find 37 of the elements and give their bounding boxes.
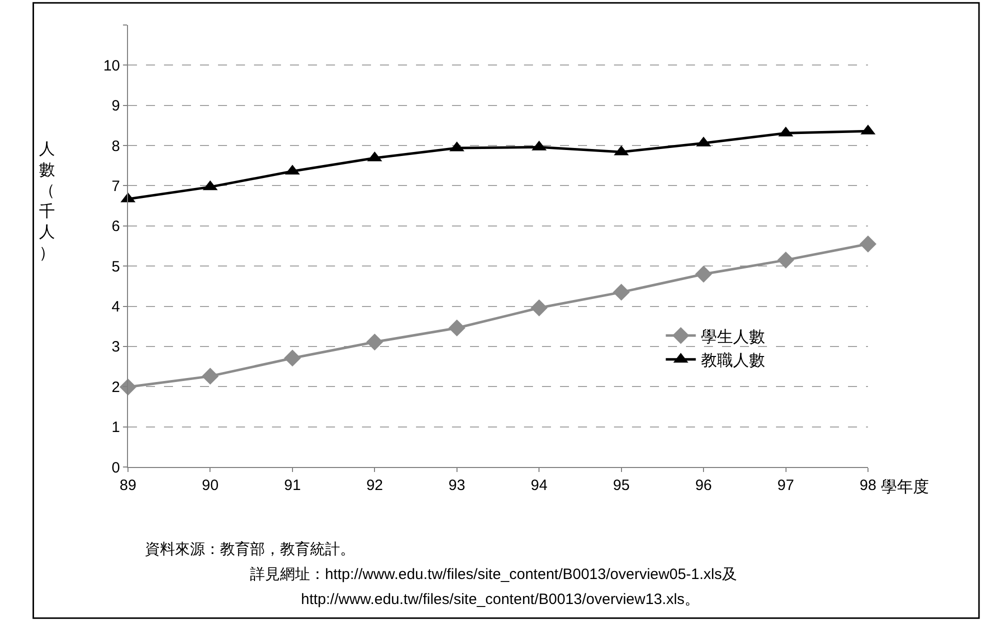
y-tick-label: 3	[112, 338, 120, 356]
y-tick-label: 8	[112, 138, 120, 155]
text: 詳見網址：http://www.edu.tw/files/site_content/B0013/overview05-1.xls及	[250, 566, 737, 583]
legend-label: 學生人數	[700, 328, 765, 346]
x-tick-label: 96	[695, 477, 712, 494]
x-tick-label: 95	[612, 477, 630, 494]
y-tick-label: 1	[112, 419, 120, 436]
y-tick-label: 7	[112, 178, 120, 195]
y-tick-label: 2	[112, 378, 120, 396]
text: http://www.edu.tw/files/site_content/B0013/overview13.xls。	[301, 591, 700, 608]
x-tick-label: 91	[284, 477, 301, 494]
point	[284, 350, 301, 367]
y-tick-label: 0	[112, 459, 120, 476]
x-tick-label: 92	[366, 477, 384, 494]
point	[860, 236, 876, 252]
y-tick-label: 6	[112, 218, 120, 236]
x-tick-label: 94	[530, 477, 548, 494]
legend-label: 教職人數	[700, 352, 765, 370]
x-tick-label: 89	[120, 477, 136, 494]
x-tick-label: 90	[202, 477, 219, 494]
point	[448, 320, 466, 336]
x-axis-title: 學年度	[881, 478, 929, 496]
point	[612, 284, 630, 301]
y-axis-title: 人數（千人）	[39, 141, 55, 262]
y-tick-label: 4	[112, 298, 120, 316]
point	[777, 252, 794, 269]
y-tick-label: 10	[103, 57, 120, 74]
point	[530, 299, 548, 316]
source-note: 資料來源：教育部，教育統計。	[145, 541, 355, 558]
y-tick-label: 9	[112, 98, 120, 115]
point	[695, 266, 712, 283]
x-tick-label: 93	[448, 477, 466, 494]
x-tick-label: 98	[860, 477, 876, 494]
y-tick-label: 5	[112, 258, 120, 276]
x-tick-label: 97	[777, 477, 794, 494]
point	[366, 334, 384, 350]
point	[202, 368, 219, 385]
